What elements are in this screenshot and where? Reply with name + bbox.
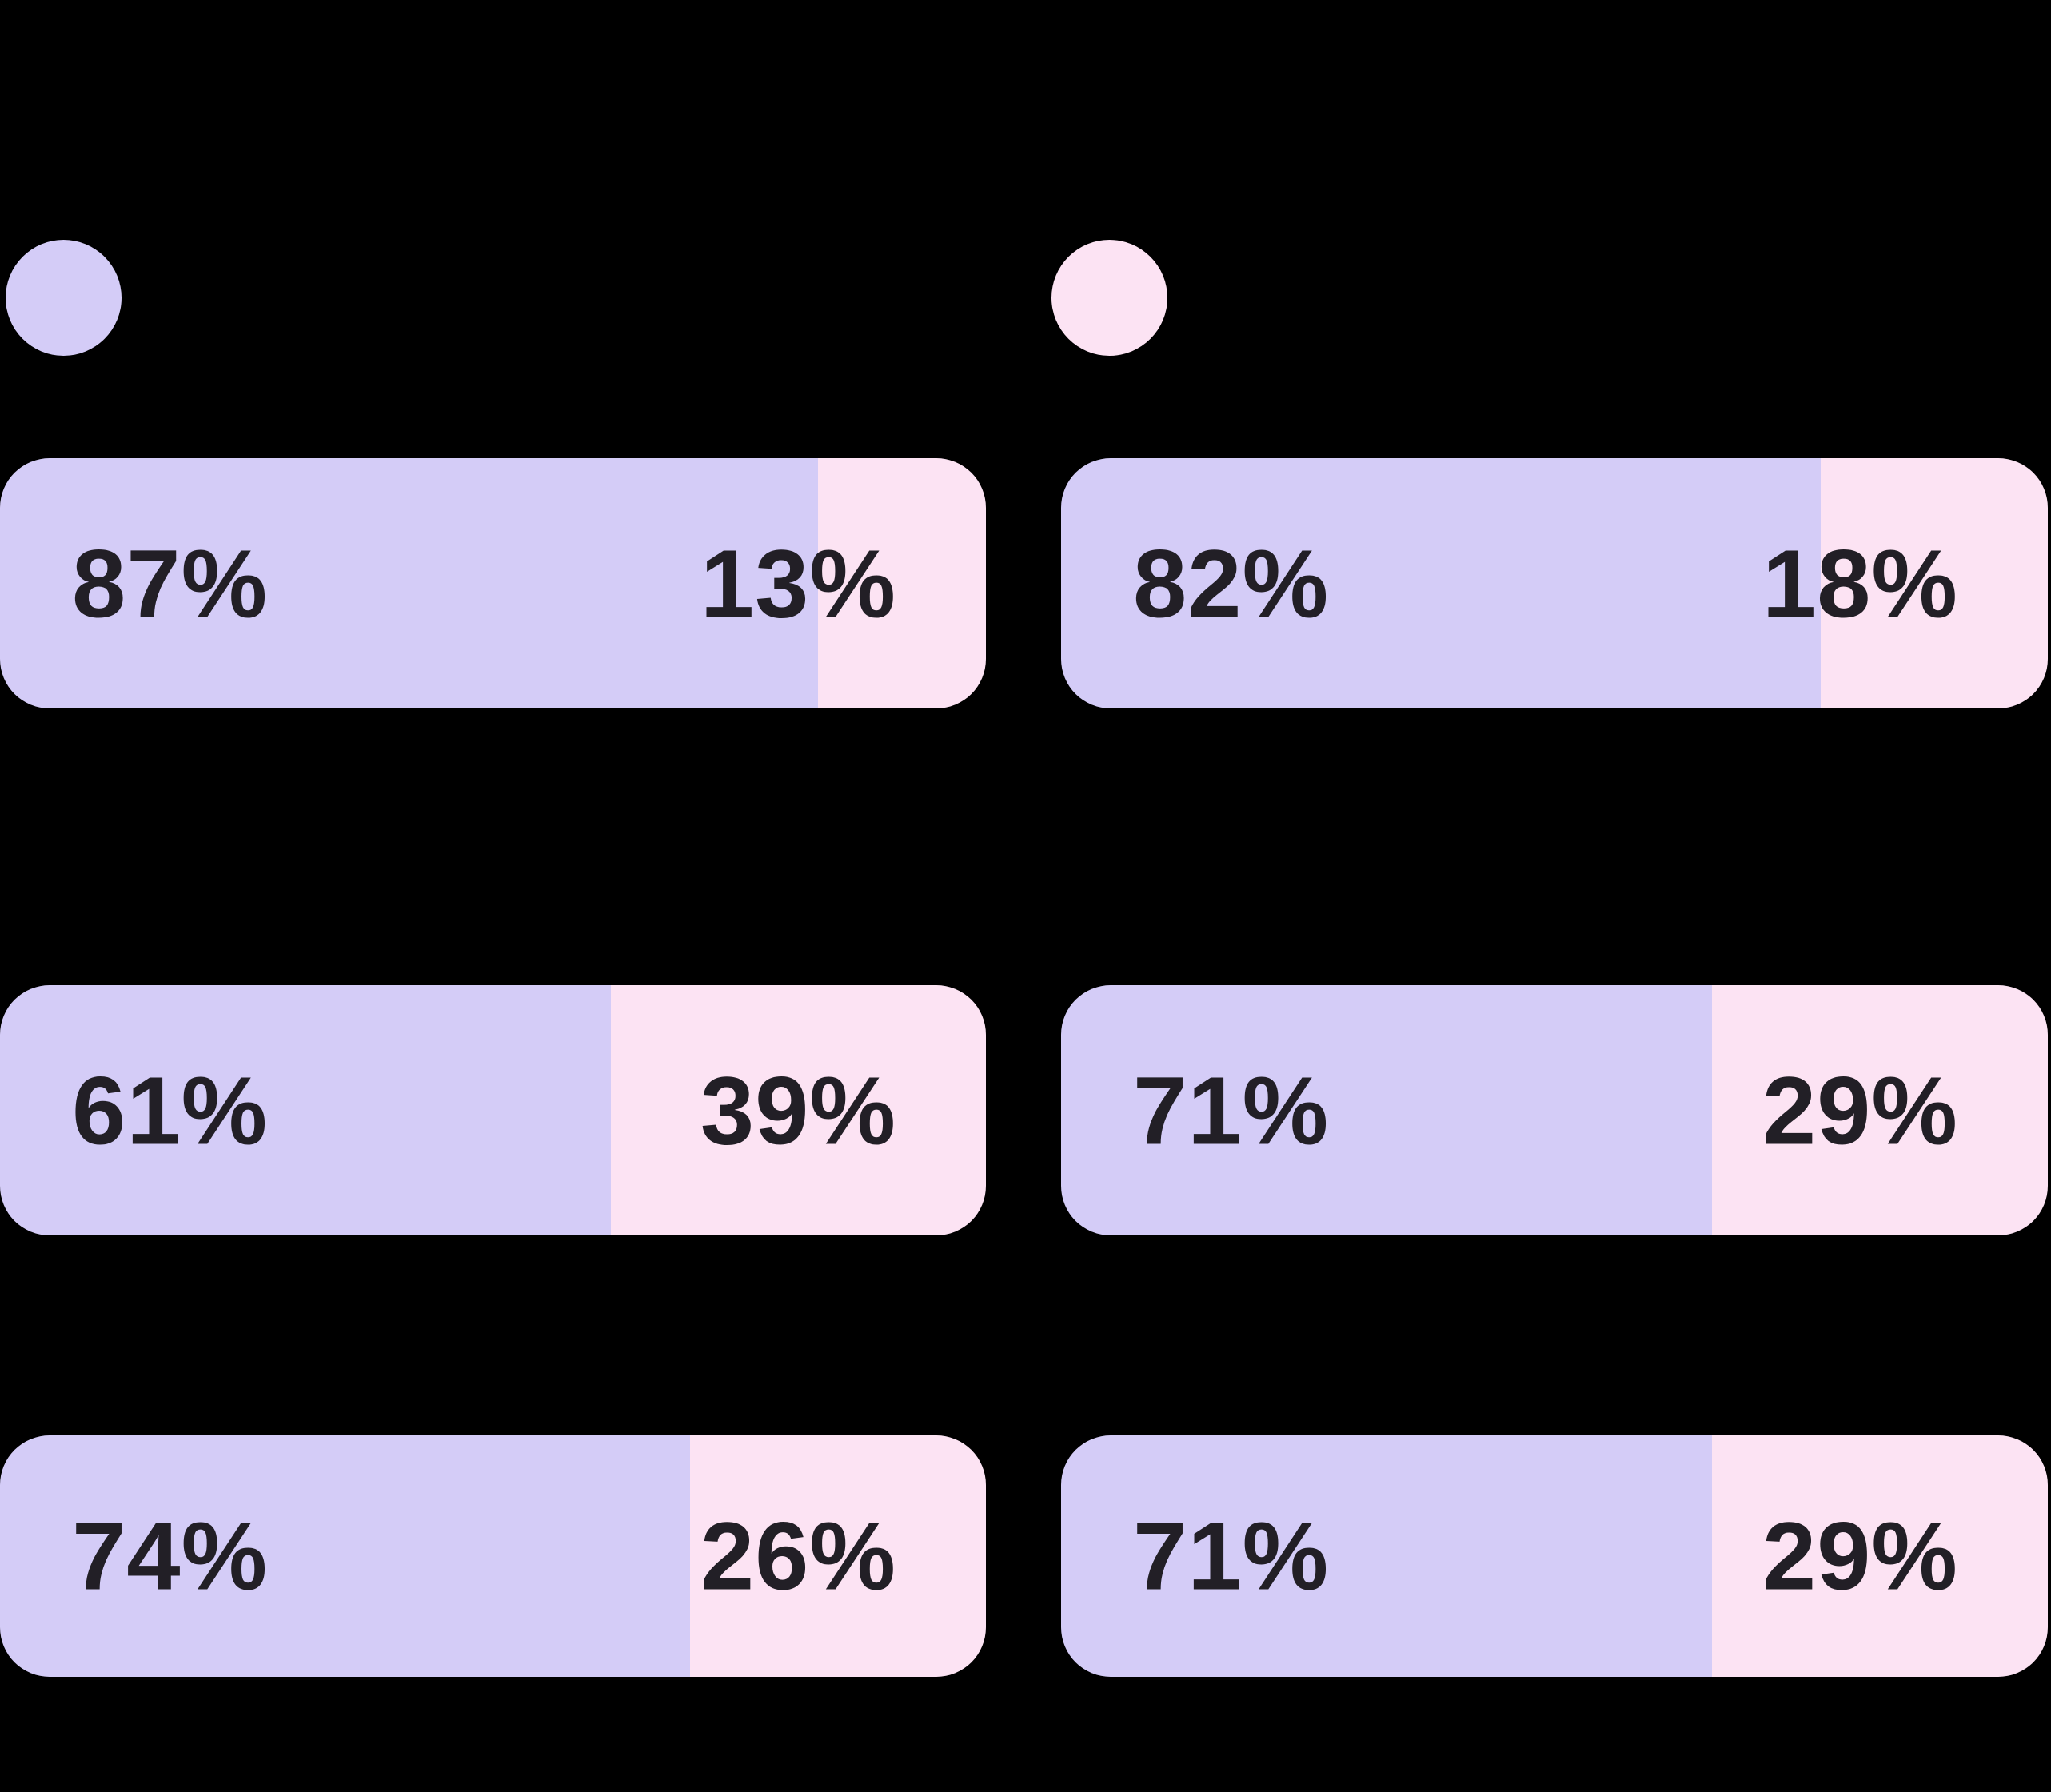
- bar-label-secondary: 18%: [1762, 529, 1958, 637]
- bar-segment-secondary: [1712, 985, 2048, 1235]
- bar-label-primary: 71%: [1133, 1501, 1330, 1610]
- bar-label-primary: 74%: [72, 1501, 269, 1610]
- bar-label-secondary: 29%: [1762, 1056, 1958, 1164]
- bar-segment-primary: [0, 985, 612, 1235]
- bar-label-secondary: 39%: [700, 1056, 896, 1164]
- stacked-bar-row2-right: 71% 29%: [1061, 985, 2048, 1235]
- bar-segment-secondary: [818, 458, 986, 708]
- bar-segment-primary: [1061, 458, 1822, 708]
- bar-segment-primary: [1061, 1435, 1713, 1677]
- bar-segment-primary: [1061, 985, 1713, 1235]
- stacked-bar-row1-right: 82% 18%: [1061, 458, 2048, 708]
- bar-label-primary: 71%: [1133, 1056, 1330, 1164]
- stacked-bar-row2-left: 61% 39%: [0, 985, 986, 1235]
- bar-label-secondary: 29%: [1762, 1501, 1958, 1610]
- bar-label-primary: 61%: [72, 1056, 269, 1164]
- legend-swatch-secondary-icon: [1051, 240, 1167, 356]
- legend-swatch-primary-icon: [6, 240, 122, 356]
- bar-segment-secondary: [1712, 1435, 2048, 1677]
- bar-segment-secondary: [690, 1435, 986, 1677]
- stacked-bar-row1-left: 87% 13%: [0, 458, 986, 708]
- bar-label-primary: 82%: [1133, 529, 1330, 637]
- stacked-bar-row3-right: 71% 29%: [1061, 1435, 2048, 1677]
- bar-segment-primary: [0, 1435, 691, 1677]
- stacked-bar-row3-left: 74% 26%: [0, 1435, 986, 1677]
- bar-segment-primary: [0, 458, 819, 708]
- bar-segment-secondary: [611, 985, 986, 1235]
- bar-label-primary: 87%: [72, 529, 269, 637]
- bar-label-secondary: 13%: [700, 529, 896, 637]
- bar-segment-secondary: [1821, 458, 2048, 708]
- bar-label-secondary: 26%: [700, 1501, 896, 1610]
